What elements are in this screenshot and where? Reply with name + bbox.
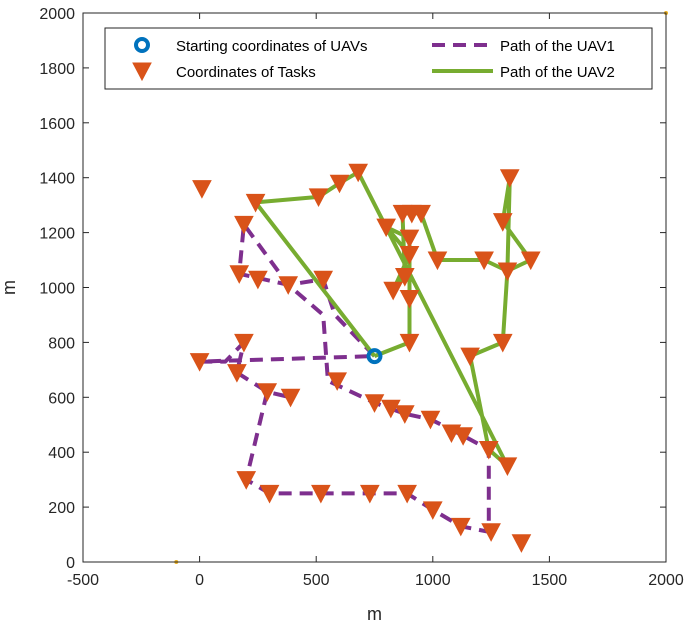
task-marker (189, 353, 210, 372)
y-tick-label: 1200 (39, 226, 75, 243)
task-marker (376, 218, 396, 238)
x-tick-label: 1500 (532, 572, 568, 589)
legend-label-uav1: Path of the UAV1 (500, 38, 615, 55)
plot-area (83, 13, 666, 562)
task-marker (327, 372, 348, 391)
task-marker (478, 440, 499, 460)
legend-label-tasks: Coordinates of Tasks (176, 64, 316, 81)
task-marker (348, 163, 369, 183)
legend-start-marker (134, 37, 150, 53)
task-marker (280, 388, 301, 408)
y-axis-label: m (0, 280, 19, 295)
task-marker (427, 251, 448, 271)
task-marker (497, 262, 518, 282)
task-marker (420, 410, 441, 430)
task-marker (278, 276, 299, 295)
task-marker (394, 405, 415, 424)
start-marker (366, 348, 383, 365)
y-tick-label: 1600 (39, 116, 75, 133)
task-marker (394, 268, 415, 287)
task-marker (364, 394, 385, 413)
task-marker (259, 484, 280, 504)
task-marker (236, 471, 257, 490)
y-tick-label: 400 (48, 445, 75, 462)
legend-label-uav2: Path of the UAV2 (500, 64, 615, 81)
y-tick-label: 800 (48, 335, 75, 352)
y-tick-label: 600 (48, 390, 75, 407)
task-marker (411, 204, 431, 224)
task-marker (311, 484, 331, 504)
x-tick-label: 2000 (648, 572, 684, 589)
task-marker (499, 169, 520, 188)
x-tick-label: 500 (303, 572, 330, 589)
task-marker (453, 427, 473, 446)
task-marker (227, 364, 247, 383)
plot-frame (82, 12, 667, 563)
tick-labels: -500 0 500 1000 1500 200002004006008001000120… (39, 6, 683, 589)
task-marker (248, 270, 268, 290)
y-tick-label: 1800 (39, 61, 75, 78)
y-tick-label: 1400 (39, 171, 75, 188)
task-marker (492, 333, 513, 353)
task-marker (481, 523, 501, 542)
task-marker (192, 180, 212, 199)
y-tick-label: 0 (66, 555, 75, 572)
task-marker (245, 193, 266, 213)
y-tick-label: 1000 (39, 281, 75, 298)
task-marker (492, 213, 513, 232)
task-marker (450, 517, 471, 537)
task-marker (234, 215, 254, 235)
legend: Starting coordinates of UAVs Coordinates… (104, 27, 653, 90)
legend-task-marker (132, 62, 152, 82)
task-marker (308, 188, 329, 207)
task-marker (383, 281, 403, 301)
task-marker (360, 484, 380, 504)
legend-box (104, 27, 653, 90)
x-tick-label: -500 (67, 572, 99, 589)
x-axis-label: m (367, 604, 382, 624)
markers-layer (174, 11, 668, 564)
task-marker (399, 289, 420, 309)
task-marker (460, 347, 480, 367)
task-marker (399, 246, 420, 265)
x-tick-label: 1000 (415, 572, 451, 589)
legend-label-start: Starting coordinates of UAVs (176, 38, 367, 55)
task-marker (313, 270, 334, 290)
task-marker (392, 204, 413, 224)
task-marker (497, 457, 518, 476)
x-tick-label: 0 (195, 572, 204, 589)
task-marker (397, 484, 417, 504)
task-marker (229, 265, 250, 284)
task-marker (329, 174, 350, 194)
task-marker (511, 534, 532, 553)
task-marker (520, 251, 541, 271)
task-marker (234, 333, 254, 353)
task-marker (474, 251, 494, 271)
task-marker (422, 501, 443, 520)
task-marker (257, 383, 278, 402)
task-marker (399, 229, 420, 249)
task-marker (399, 333, 420, 353)
task-marker (380, 399, 401, 419)
y-tick-label: 2000 (39, 6, 75, 23)
y-tick-label: 200 (48, 500, 75, 517)
